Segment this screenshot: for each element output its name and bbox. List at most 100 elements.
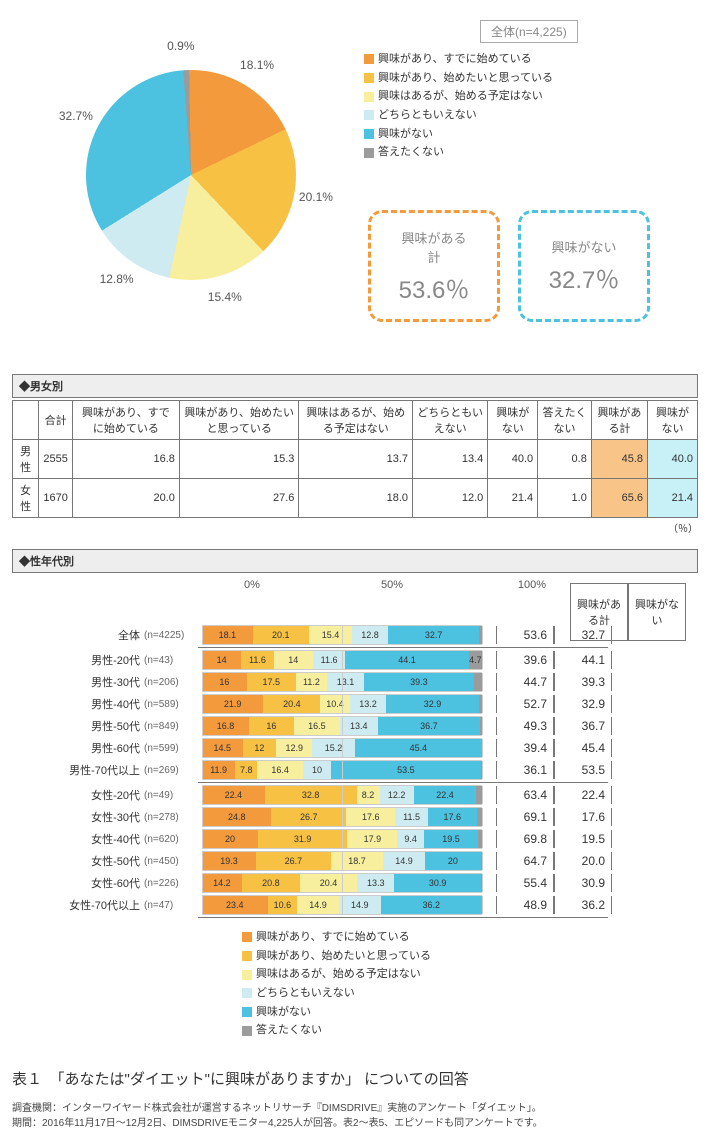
age-notinterested-val: 39.3 — [554, 673, 612, 691]
legend-swatch — [364, 129, 374, 139]
age-label: 女性-60代 — [12, 875, 144, 891]
legend-swatch — [242, 932, 252, 942]
bar-segment: 11.9 — [202, 761, 235, 779]
bar-segment: 13.1 — [327, 673, 364, 691]
age-n: (n=620) — [144, 834, 202, 845]
bar-segment: 14.5 — [202, 739, 243, 757]
bar-segment: 20.1 — [253, 626, 309, 644]
bar-segment: 20.4 — [263, 695, 320, 713]
legend-item: 興味があり、すでに始めている — [242, 928, 698, 947]
legend-swatch — [242, 988, 252, 998]
bar-segment — [474, 673, 482, 691]
age-row: 男性-30代(n=206)1617.511.213.139.344.739.3 — [12, 672, 698, 692]
bar-segment: 18.7 — [331, 852, 383, 870]
gender-col-header: 合計 — [39, 401, 72, 440]
legend-swatch — [364, 92, 374, 102]
age-label: 男性-50代 — [12, 718, 144, 734]
age-n: (n=49) — [144, 790, 202, 801]
pie-slice-label: 15.4% — [208, 290, 242, 304]
percent-note: （％） — [12, 520, 698, 535]
bar-segment: 22.4 — [202, 786, 265, 804]
age-n: (n=450) — [144, 856, 202, 867]
cell: 40.0 — [488, 440, 538, 479]
legend-label: 興味があり、すでに始めている — [256, 928, 410, 947]
bar-segment: 30.9 — [394, 874, 481, 892]
not-interested-value: 32.7％ — [549, 260, 620, 295]
age-n: (n=849) — [144, 721, 202, 732]
age-summary: 52.732.9 — [496, 695, 612, 713]
age-interested-val: 44.7 — [496, 673, 554, 691]
bar-segment: 10.4 — [320, 695, 349, 713]
legend-item: 興味があり、すでに始めている — [364, 50, 553, 69]
bar-segment: 14.2 — [202, 874, 242, 892]
bar-segment: 14 — [274, 651, 313, 669]
age-notinterested-val: 19.5 — [554, 830, 612, 848]
age-label: 女性-20代 — [12, 787, 144, 803]
age-row: 女性-40代(n=620)2031.917.99.419.569.819.5 — [12, 829, 698, 849]
cell: 18.0 — [299, 479, 413, 518]
bar-segment: 20 — [425, 852, 481, 870]
age-n: (n=589) — [144, 699, 202, 710]
bar-segment: 22.4 — [414, 786, 477, 804]
age-row: 女性-30代(n=278)24.826.717.611.517.669.117.… — [12, 807, 698, 827]
gender-col-header: 興味はあるが、始める予定はない — [299, 401, 413, 440]
legend-item: 興味はあるが、始める予定はない — [242, 965, 698, 984]
bar-segment: 13.3 — [357, 874, 394, 892]
legend-swatch — [364, 148, 374, 158]
bar-segment: 14.9 — [297, 896, 339, 914]
cell: 65.6 — [591, 479, 647, 518]
age-n: (n=278) — [144, 812, 202, 823]
age-interested-val: 55.4 — [496, 874, 554, 892]
age-n: (n=43) — [144, 655, 202, 666]
cell: 21.4 — [488, 479, 538, 518]
age-summary: 44.739.3 — [496, 673, 612, 691]
age-notinterested-val: 30.9 — [554, 874, 612, 892]
age-notinterested-val: 36.2 — [554, 896, 612, 914]
gender-col-header: 興味がない — [488, 401, 538, 440]
age-n: (n=269) — [144, 765, 202, 776]
legend-swatch — [242, 951, 252, 961]
stacked-bar: 18.120.115.412.832.7 — [202, 625, 482, 645]
table-caption: 表１ 「あなたは"ダイエット"に興味がありますか」 についての回答 — [12, 1068, 698, 1089]
age-label: 全体 — [12, 627, 144, 643]
bar-segment: 13.4 — [340, 717, 378, 735]
bar-segment: 10 — [303, 761, 331, 779]
age-interested-val: 48.9 — [496, 896, 554, 914]
legend-item: 答えたくない — [364, 143, 553, 162]
pie-slice-label: 32.7% — [59, 109, 93, 123]
age-notinterested-val: 22.4 — [554, 786, 612, 804]
total-n-box: 全体(n=4,225) — [480, 20, 578, 43]
stacked-bar: 22.432.88.212.222.4 — [202, 785, 482, 805]
legend-label: 興味があり、すでに始めている — [378, 50, 532, 69]
bar-segment: 19.3 — [202, 852, 256, 870]
legend-swatch — [364, 110, 374, 120]
pie-section: 全体(n=4,225) 興味があり、すでに始めている興味があり、始めたいと思って… — [12, 10, 698, 360]
cell: 40.0 — [648, 440, 698, 479]
cell: 1.0 — [538, 479, 592, 518]
bar-segment: 11.2 — [296, 673, 327, 691]
age-section-header: ◆性年代別 — [12, 549, 698, 573]
age-interested-header: 興味がある計 — [570, 583, 628, 641]
age-label: 男性-40代 — [12, 696, 144, 712]
age-summary: 48.936.2 — [496, 896, 612, 914]
bar-segment: 7.8 — [235, 761, 257, 779]
age-label: 女性-50代 — [12, 853, 144, 869]
age-summary: 64.720.0 — [496, 852, 612, 870]
legend-item: 興味があり、始めたいと思っている — [364, 69, 553, 88]
bar-segment: 32.7 — [388, 626, 480, 644]
bar-segment: 11.6 — [241, 651, 273, 669]
age-interested-val: 49.3 — [496, 717, 554, 735]
table-row: 男性255516.815.313.713.440.00.845.840.0 — [13, 440, 698, 479]
legend-item: どちらともいえない — [242, 984, 698, 1003]
bar-segment: 20 — [202, 830, 258, 848]
bar-segment: 36.7 — [378, 717, 481, 735]
credit-period: 期間：2016年11月17日～12月2日、DIMSDRIVEモニター4,225人… — [12, 1116, 698, 1131]
gender-col-header: 興味がある計 — [591, 401, 647, 440]
gender-col-header: どちらともいえない — [413, 401, 488, 440]
cell: 21.4 — [648, 479, 698, 518]
age-n: (n=226) — [144, 878, 202, 889]
age-notinterested-val: 53.5 — [554, 761, 612, 779]
cell: 16.8 — [72, 440, 179, 479]
age-row: 男性-20代(n=43)1411.61411.644.14.739.644.1 — [12, 650, 698, 670]
cell: 12.0 — [413, 479, 488, 518]
